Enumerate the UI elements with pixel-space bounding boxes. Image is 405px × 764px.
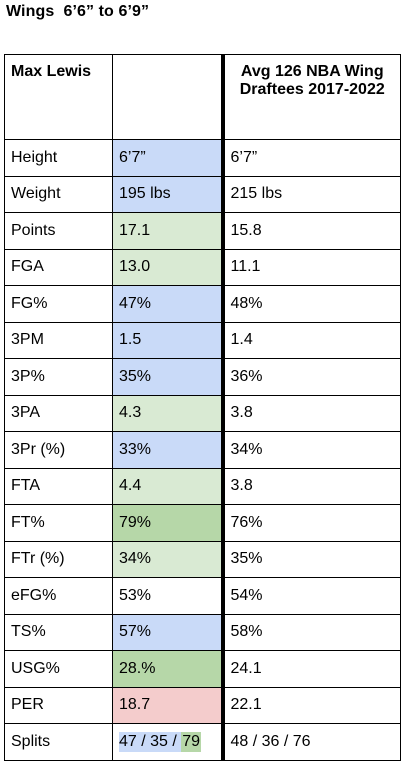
stat-label: FG% xyxy=(4,285,113,323)
table-row: 3Pr (%) 33% 34% xyxy=(4,431,401,469)
splits-segment: / xyxy=(136,731,151,752)
header-player-name: Max Lewis xyxy=(4,54,113,140)
header-player-values xyxy=(112,54,223,140)
average-value: 76% xyxy=(220,504,401,542)
stat-label: 3PA xyxy=(4,394,113,432)
stat-label: USG% xyxy=(4,650,113,688)
average-value: 6’7” xyxy=(220,139,401,177)
player-value: 13.0 xyxy=(112,248,223,286)
splits-row: Splits 47 / 35 / 79 48 / 36 / 76 xyxy=(4,723,401,761)
stat-label: 3P% xyxy=(4,358,113,396)
average-value: 1.4 xyxy=(220,321,401,359)
player-value: 35% xyxy=(112,358,223,396)
average-splits: 48 / 36 / 76 xyxy=(220,723,401,761)
average-value: 24.1 xyxy=(220,650,401,688)
splits-segment: / xyxy=(167,731,182,752)
stat-label: Height xyxy=(4,139,113,177)
average-value: 22.1 xyxy=(220,686,401,724)
player-splits: 47 / 35 / 79 xyxy=(112,723,223,761)
stat-label: PER xyxy=(4,686,113,724)
stat-label: 3PM xyxy=(4,321,113,359)
table-row: FG% 47% 48% xyxy=(4,285,401,323)
table-row: Weight 195 lbs 215 lbs xyxy=(4,175,401,213)
average-value: 58% xyxy=(220,613,401,651)
table-row: Height 6’7” 6’7” xyxy=(4,139,401,177)
comparison-table: Max Lewis Avg 126 NBA Wing Draftees 2017… xyxy=(4,54,401,761)
player-value: 47% xyxy=(112,285,223,323)
stat-label: FGA xyxy=(4,248,113,286)
table-row: FT% 79% 76% xyxy=(4,504,401,542)
stat-label: FTr (%) xyxy=(4,540,113,578)
table-row: 3PM 1.5 1.4 xyxy=(4,321,401,359)
average-value: 11.1 xyxy=(220,248,401,286)
table-row: TS% 57% 58% xyxy=(4,613,401,651)
average-value: 48% xyxy=(220,285,401,323)
table-row: eFG% 53% 54% xyxy=(4,577,401,615)
average-value: 3.8 xyxy=(220,467,401,505)
splits-segment: 47 xyxy=(119,731,137,752)
average-value: 15.8 xyxy=(220,212,401,250)
average-value: 35% xyxy=(220,540,401,578)
player-value: 195 lbs xyxy=(112,175,223,213)
table-row: FGA 13.0 11.1 xyxy=(4,248,401,286)
stat-label: Points xyxy=(4,212,113,250)
stat-label: Weight xyxy=(4,175,113,213)
table-row: USG% 28.% 24.1 xyxy=(4,650,401,688)
stat-label: FTA xyxy=(4,467,113,505)
stat-label: eFG% xyxy=(4,577,113,615)
player-value: 1.5 xyxy=(112,321,223,359)
average-value: 34% xyxy=(220,431,401,469)
table-row: 3PA 4.3 3.8 xyxy=(4,394,401,432)
player-value: 4.3 xyxy=(112,394,223,432)
player-value: 6’7” xyxy=(112,139,223,177)
page-title: Wings 6’6” to 6’9” xyxy=(6,3,150,20)
splits-segment: 79 xyxy=(181,731,202,752)
stat-label: FT% xyxy=(4,504,113,542)
header-average: Avg 126 NBA Wing Draftees 2017-2022 xyxy=(220,54,401,140)
player-value: 33% xyxy=(112,431,223,469)
player-value: 57% xyxy=(112,613,223,651)
player-value: 17.1 xyxy=(112,212,223,250)
stat-label: Splits xyxy=(4,723,113,761)
player-value: 18.7 xyxy=(112,686,223,724)
table-row: 3P% 35% 36% xyxy=(4,358,401,396)
average-value: 215 lbs xyxy=(220,175,401,213)
average-value: 54% xyxy=(220,577,401,615)
table-row: PER 18.7 22.1 xyxy=(4,686,401,724)
average-value: 3.8 xyxy=(220,394,401,432)
table-row: FTr (%) 34% 35% xyxy=(4,540,401,578)
stat-label: 3Pr (%) xyxy=(4,431,113,469)
player-value: 34% xyxy=(112,540,223,578)
stat-label: TS% xyxy=(4,613,113,651)
average-value: 36% xyxy=(220,358,401,396)
player-value: 28.% xyxy=(112,650,223,688)
table-row: Points 17.1 15.8 xyxy=(4,212,401,250)
splits-segment: 35 xyxy=(150,731,168,752)
player-value: 4.4 xyxy=(112,467,223,505)
player-value: 53% xyxy=(112,577,223,615)
table-header-row: Max Lewis Avg 126 NBA Wing Draftees 2017… xyxy=(4,54,401,140)
player-value: 79% xyxy=(112,504,223,542)
table-row: FTA 4.4 3.8 xyxy=(4,467,401,505)
